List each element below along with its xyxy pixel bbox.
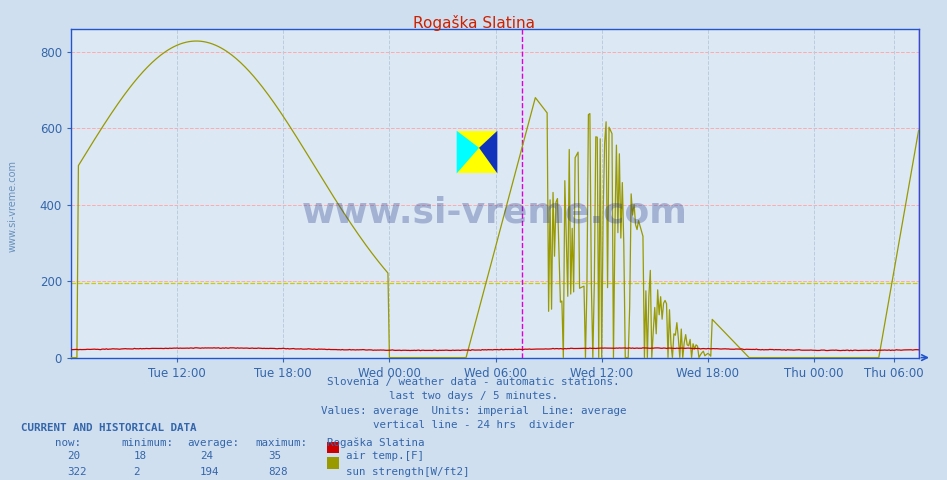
Text: 2: 2 xyxy=(134,467,140,477)
Text: www.si-vreme.com: www.si-vreme.com xyxy=(8,160,17,252)
Text: CURRENT AND HISTORICAL DATA: CURRENT AND HISTORICAL DATA xyxy=(21,423,196,433)
Text: last two days / 5 minutes.: last two days / 5 minutes. xyxy=(389,391,558,401)
Text: vertical line - 24 hrs  divider: vertical line - 24 hrs divider xyxy=(373,420,574,430)
Text: Rogaška Slatina: Rogaška Slatina xyxy=(413,15,534,31)
Bar xyxy=(456,131,497,173)
Polygon shape xyxy=(479,131,497,173)
Text: Slovenia / weather data - automatic stations.: Slovenia / weather data - automatic stat… xyxy=(328,377,619,387)
Text: 828: 828 xyxy=(268,467,288,477)
Text: Values: average  Units: imperial  Line: average: Values: average Units: imperial Line: av… xyxy=(321,406,626,416)
Text: 322: 322 xyxy=(67,467,87,477)
Text: now:: now: xyxy=(55,438,80,448)
Text: minimum:: minimum: xyxy=(121,438,173,448)
Polygon shape xyxy=(456,131,479,173)
Text: Rogaška Slatina: Rogaška Slatina xyxy=(327,438,424,448)
Text: 18: 18 xyxy=(134,451,147,461)
Text: sun strength[W/ft2]: sun strength[W/ft2] xyxy=(346,467,469,477)
Text: 35: 35 xyxy=(268,451,281,461)
Text: 24: 24 xyxy=(200,451,213,461)
Text: maximum:: maximum: xyxy=(256,438,308,448)
Text: average:: average: xyxy=(188,438,240,448)
Text: 194: 194 xyxy=(200,467,220,477)
Text: air temp.[F]: air temp.[F] xyxy=(346,451,423,461)
Text: 20: 20 xyxy=(67,451,80,461)
Text: www.si-vreme.com: www.si-vreme.com xyxy=(302,196,688,230)
